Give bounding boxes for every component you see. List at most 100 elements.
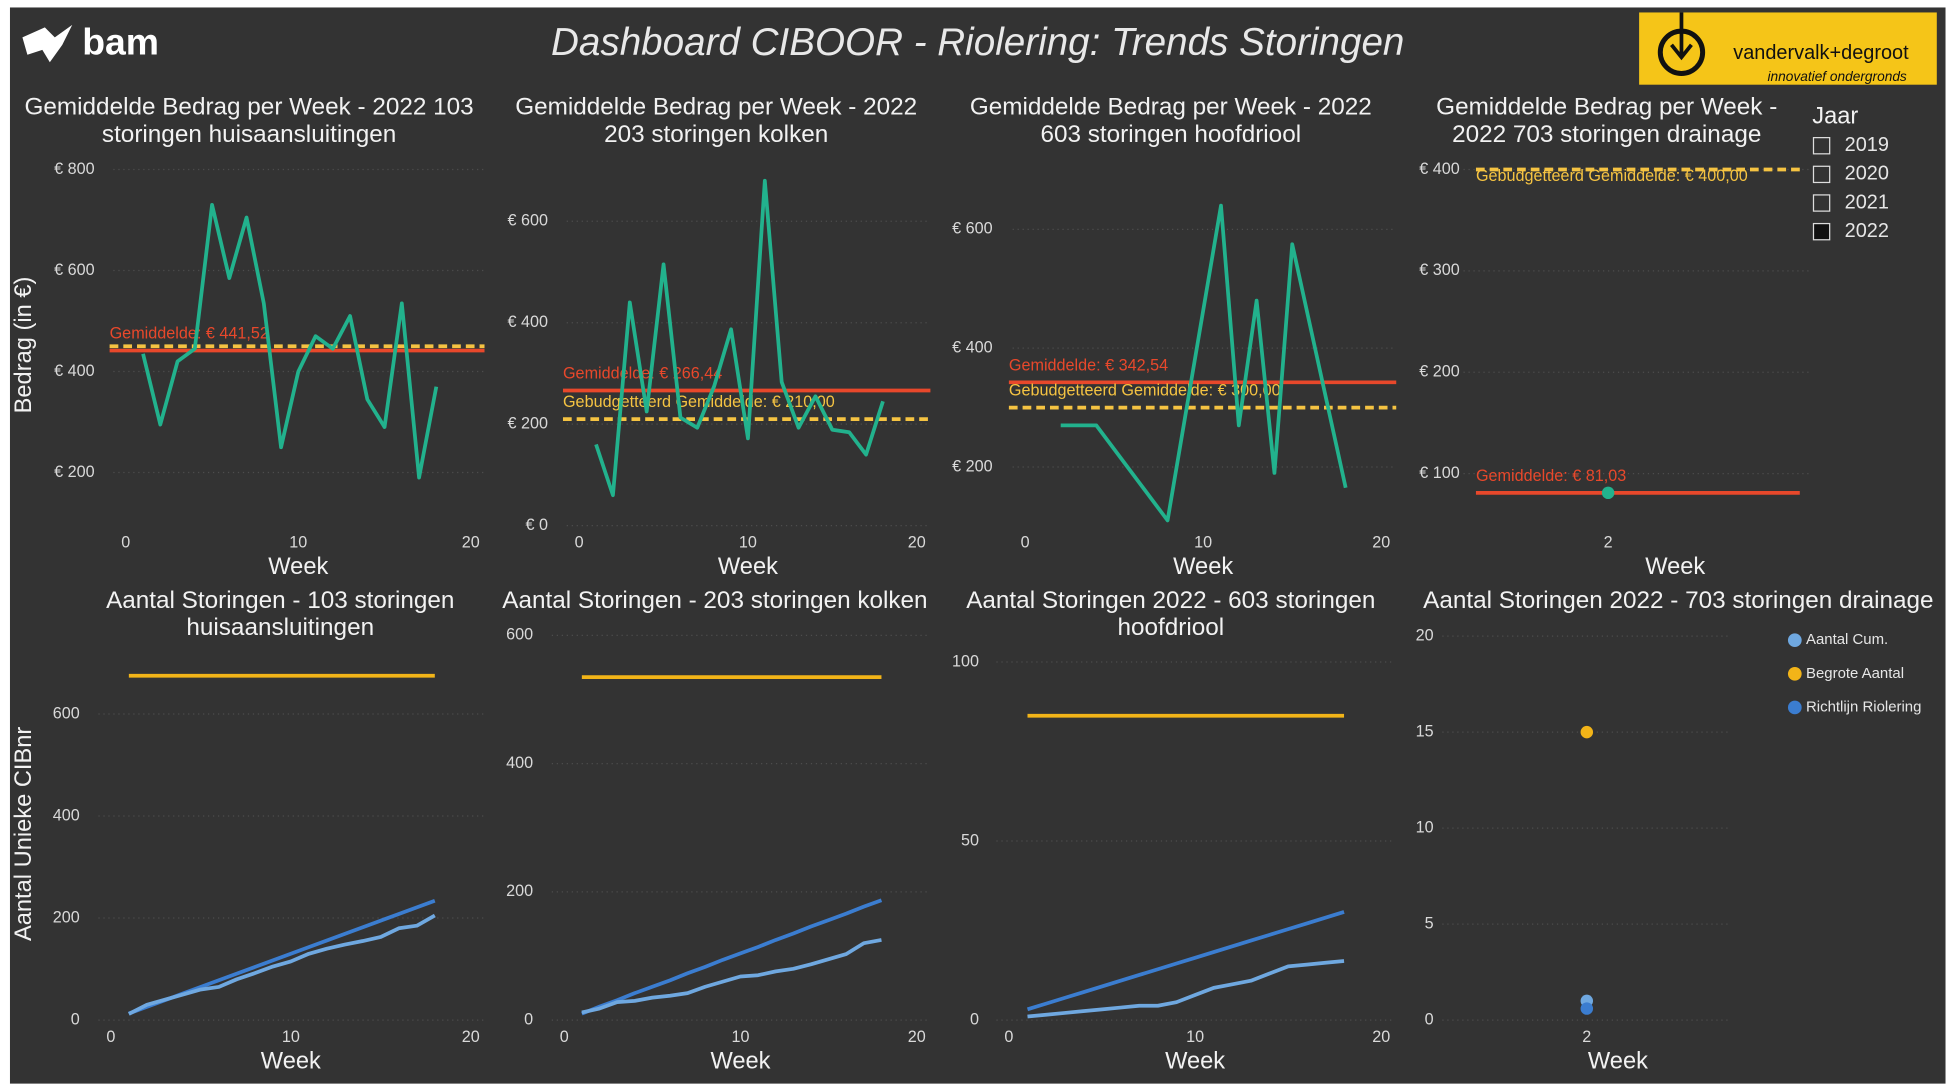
legend-label: Begrote Aantal (1806, 665, 1904, 682)
slicer-checkbox[interactable] (1812, 222, 1831, 241)
x-axis-label: Week (1645, 554, 1705, 580)
data-point (1580, 1002, 1594, 1015)
y-tick-label: 0 (970, 1010, 979, 1028)
y-tick-label: € 300 (1419, 261, 1460, 279)
series-line (141, 202, 439, 480)
y-tick-label: 600 (506, 626, 533, 644)
x-axis-label: Week (1588, 1049, 1648, 1075)
brand-tagline: innovatief ondergronds (1768, 69, 1907, 84)
x-tick-label: 20 (462, 533, 480, 551)
data-point (1601, 486, 1615, 500)
y-tick-label: 200 (53, 908, 80, 926)
y-tick-label: € 800 (54, 160, 95, 178)
chart-title: Aantal Storingen - 203 storingen kolken (502, 586, 928, 615)
y-tick-label: 0 (524, 1010, 533, 1028)
reference-label: Gemiddelde: € 81,03 (1476, 467, 1626, 485)
chart-title: Gemiddelde Bedrag per Week - 2022 603 st… (969, 93, 1372, 149)
y-tick-label: 0 (71, 1010, 80, 1028)
chart-title: Gemiddelde Bedrag per Week - 2022 203 st… (515, 93, 918, 149)
slicer-checkbox[interactable] (1812, 137, 1831, 155)
y-axis-label: Aantal Unieke CIBnr (11, 727, 37, 941)
dashboard-title: Dashboard CIBOOR - Riolering: Trends Sto… (551, 21, 1404, 64)
data-point (1580, 725, 1594, 739)
y-tick-label: 15 (1416, 722, 1434, 740)
x-tick-label: 10 (1194, 533, 1212, 551)
y-tick-label: € 400 (54, 362, 95, 380)
y-tick-label: € 600 (54, 261, 95, 279)
x-tick-label: 0 (560, 1028, 569, 1046)
y-tick-label: € 400 (508, 313, 549, 331)
slicer-item[interactable]: 2021 (1845, 191, 1889, 213)
x-tick-label: 20 (1372, 533, 1390, 551)
slicer-checkbox[interactable] (1812, 165, 1831, 184)
slicer-item[interactable]: 2022 (1845, 220, 1889, 242)
x-tick-label: 20 (908, 1028, 926, 1046)
reference-label: Gebudgetteerd Gemiddelde: € 210,00 (563, 393, 835, 411)
y-tick-label: € 600 (508, 212, 549, 230)
y-tick-label: 200 (506, 882, 533, 900)
y-tick-label: € 200 (1419, 363, 1460, 381)
slicer-item[interactable]: 2019 (1845, 134, 1889, 156)
y-tick-label: 600 (53, 704, 80, 722)
y-axis-label: Bedrag (in €) (11, 277, 37, 414)
reference-label: Gemiddelde: € 441,52 (110, 325, 269, 343)
series-line (581, 898, 883, 1016)
legend-marker (1787, 633, 1802, 648)
y-tick-label: € 200 (54, 463, 95, 481)
y-tick-label: € 200 (508, 414, 549, 432)
y-tick-label: 50 (961, 831, 979, 849)
slicer-item[interactable]: 2020 (1845, 163, 1889, 185)
x-tick-label: 0 (1021, 533, 1030, 551)
legend-marker (1787, 700, 1802, 715)
x-tick-label: 0 (121, 533, 130, 551)
x-tick-label: 2 (1582, 1028, 1591, 1046)
reference-label: Gemiddelde: € 342,54 (1009, 356, 1168, 374)
y-tick-label: € 600 (952, 220, 993, 238)
background (9, 7, 1946, 1084)
logo-icon (22, 24, 73, 63)
y-tick-label: € 400 (1419, 160, 1460, 178)
x-axis-label: Week (1173, 554, 1233, 580)
y-tick-label: € 100 (1419, 464, 1460, 482)
x-tick-label: 0 (106, 1028, 115, 1046)
x-axis-label: Week (1165, 1049, 1225, 1075)
series-line (1060, 203, 1348, 523)
chart-title: Gemiddelde Bedrag per Week - 2022 703 st… (1436, 93, 1778, 149)
reference-label: Gebudgetteerd Gemiddelde: € 400,00 (1476, 167, 1748, 185)
brand-icon-arrow (1670, 12, 1693, 61)
y-tick-label: € 0 (526, 516, 549, 534)
brand-name: vandervalk+degroot (1733, 42, 1909, 64)
chart-title: Aantal Storingen 2022 - 603 storingen ho… (966, 586, 1376, 642)
x-tick-label: 20 (908, 533, 926, 551)
y-tick-label: € 400 (952, 338, 993, 356)
y-tick-label: € 200 (952, 457, 993, 475)
x-tick-label: 0 (1004, 1028, 1013, 1046)
y-tick-label: 400 (506, 754, 533, 772)
x-axis-label: Week (710, 1049, 770, 1075)
slicer-title: Jaar (1812, 103, 1858, 129)
legend-label: Aantal Cum. (1806, 631, 1888, 648)
x-tick-label: 10 (282, 1028, 300, 1046)
x-tick-label: 20 (462, 1028, 480, 1046)
series-line (128, 913, 436, 1016)
x-axis-label: Week (261, 1049, 321, 1075)
series-line (581, 938, 882, 1015)
y-tick-label: 100 (952, 652, 979, 670)
series-line (1027, 959, 1345, 1019)
chart-title: Aantal Storingen 2022 - 703 storingen dr… (1423, 586, 1934, 615)
x-axis-label: Week (268, 554, 328, 580)
x-tick-label: 10 (1186, 1028, 1204, 1046)
legend-label: Richtlijn Riolering (1806, 698, 1921, 715)
logo: bam (82, 21, 159, 63)
chart-title: Gemiddelde Bedrag per Week - 2022 103 st… (24, 93, 474, 149)
x-tick-label: 2 (1604, 533, 1613, 551)
x-tick-label: 10 (739, 533, 757, 551)
y-tick-label: 400 (53, 806, 80, 824)
x-tick-label: 20 (1372, 1028, 1390, 1046)
y-tick-label: 20 (1416, 626, 1434, 644)
slicer-checkbox[interactable] (1812, 194, 1831, 212)
reference-label: Gebudgetteerd Gemiddelde: € 300,00 (1009, 382, 1281, 400)
chart-title: Aantal Storingen - 103 storingen huisaan… (106, 586, 455, 642)
